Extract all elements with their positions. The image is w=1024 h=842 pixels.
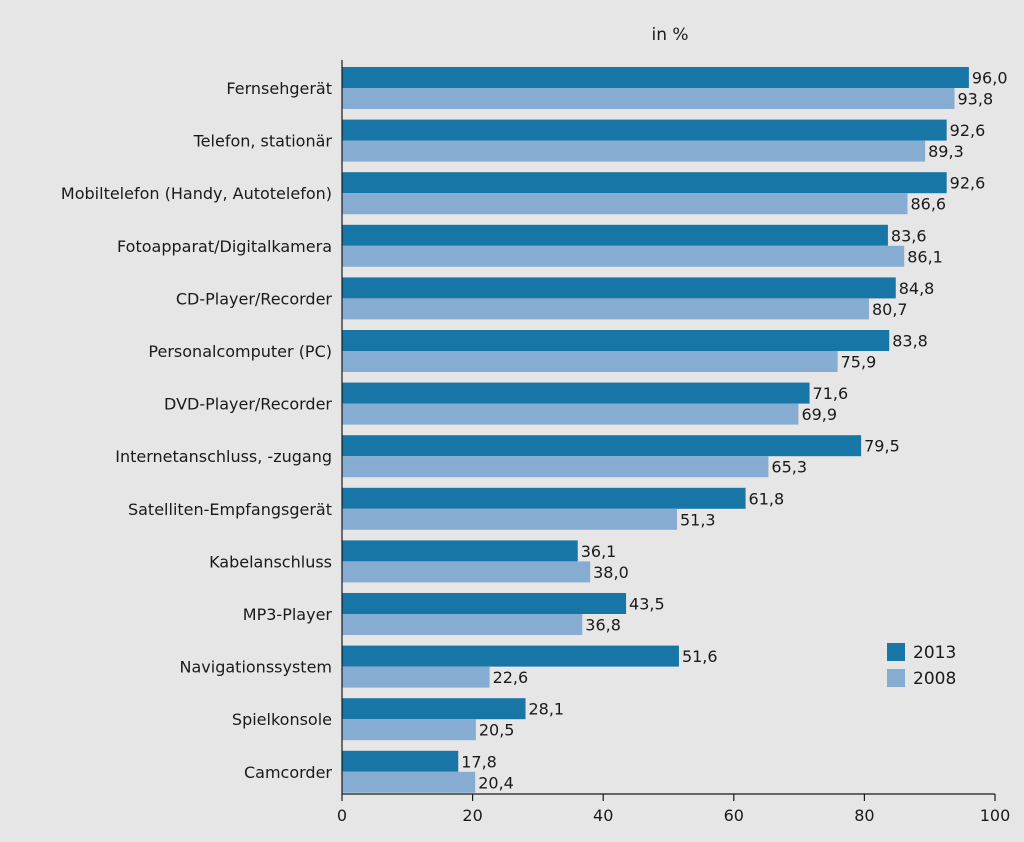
legend-swatch-2013 — [887, 643, 905, 661]
category-label-4: Fotoapparat/Digitalkamera — [117, 237, 332, 256]
bar-2013-8 — [342, 435, 862, 457]
category-label-11: MP3-Player — [243, 605, 333, 624]
value-label-2013-9: 61,8 — [749, 489, 785, 508]
category-label-5: CD-Player/Recorder — [176, 289, 333, 308]
value-label-2013-12: 51,6 — [682, 647, 718, 666]
value-label-2008-7: 69,9 — [801, 405, 837, 424]
category-label-1: Fernsehgerät — [226, 79, 332, 98]
value-label-2013-6: 83,8 — [892, 332, 928, 351]
bar-2013-1 — [342, 67, 969, 88]
value-label-2013-11: 43,5 — [629, 595, 665, 614]
bar-2013-2 — [342, 119, 947, 141]
bar-2013-13 — [342, 698, 526, 720]
bar-2013-6 — [342, 330, 890, 351]
legend: 2013 2008 — [887, 643, 956, 689]
bar-2008-7 — [342, 403, 799, 425]
bar-2013-7 — [342, 382, 810, 404]
value-label-2008-11: 36,8 — [585, 616, 621, 635]
value-label-2013-14: 17,8 — [461, 752, 497, 771]
bar-2008-12 — [342, 666, 490, 688]
value-label-2013-4: 83,6 — [891, 226, 927, 245]
bar-2008-6 — [342, 351, 838, 372]
bar-2008-2 — [342, 140, 926, 162]
value-label-2008-2: 89,3 — [928, 142, 964, 161]
value-label-2013-1: 96,0 — [972, 69, 1008, 88]
value-label-2008-6: 75,9 — [841, 353, 877, 372]
category-label-12: Navigationssystem — [180, 658, 332, 677]
bar-2013-14 — [342, 750, 459, 772]
bar-2008-8 — [342, 456, 769, 478]
bar-2008-13 — [342, 719, 476, 741]
category-label-8: Internetanschluss, -zugang — [115, 447, 332, 466]
bar-2013-12 — [342, 645, 679, 667]
category-label-3: Mobiltelefon (Handy, Autotelefon) — [61, 184, 332, 203]
value-label-2008-8: 65,3 — [771, 458, 807, 477]
x-tick-label-20: 20 — [462, 806, 482, 825]
bar-2013-3 — [342, 172, 947, 194]
legend-label-2013: 2013 — [913, 643, 956, 663]
value-label-2008-1: 93,8 — [958, 90, 994, 109]
value-label-2008-14: 20,4 — [478, 773, 514, 792]
bar-2008-9 — [342, 508, 677, 530]
x-tick-label-40: 40 — [593, 806, 613, 825]
value-label-2008-13: 20,5 — [479, 721, 515, 740]
category-label-13: Spielkonsole — [232, 710, 332, 729]
category-label-14: Camcorder — [244, 763, 332, 782]
legend-label-2008: 2008 — [913, 669, 956, 689]
value-label-2008-10: 38,0 — [593, 563, 629, 582]
value-label-2013-2: 92,6 — [950, 121, 986, 140]
value-label-2013-5: 84,8 — [899, 279, 935, 298]
bars-layer — [342, 67, 969, 793]
labels-layer: in % 96,0 93,8 Fernsehgerät 92,6 89,3 Telefon,… — [61, 25, 1010, 825]
value-label-2008-9: 51,3 — [680, 510, 716, 529]
x-tick-label-100: 100 — [980, 806, 1011, 825]
value-label-2008-3: 86,6 — [910, 195, 946, 214]
value-label-2013-8: 79,5 — [864, 437, 900, 456]
x-tick-label-0: 0 — [337, 806, 347, 825]
value-label-2013-13: 28,1 — [528, 700, 564, 719]
value-label-2013-10: 36,1 — [581, 542, 617, 561]
bar-2008-1 — [342, 88, 955, 109]
x-tick-label-60: 60 — [724, 806, 744, 825]
category-label-6: Personalcomputer (PC) — [148, 342, 332, 361]
bar-2013-5 — [342, 277, 896, 299]
bar-2008-4 — [342, 245, 905, 267]
bar-2013-10 — [342, 540, 578, 562]
value-label-2008-5: 80,7 — [872, 300, 908, 319]
category-label-7: DVD-Player/Recorder — [164, 395, 332, 414]
bar-2013-4 — [342, 224, 888, 246]
bar-2008-14 — [342, 771, 476, 793]
bar-2008-5 — [342, 298, 869, 320]
bar-2013-11 — [342, 593, 627, 614]
chart-title: in % — [651, 25, 688, 45]
value-label-2008-12: 22,6 — [493, 668, 529, 687]
value-label-2008-4: 86,1 — [907, 247, 943, 266]
value-label-2013-3: 92,6 — [950, 174, 986, 193]
value-label-2013-7: 71,6 — [813, 384, 849, 403]
category-label-9: Satelliten-Empfangsgerät — [128, 500, 332, 519]
bar-2008-10 — [342, 561, 591, 583]
x-tick-label-80: 80 — [854, 806, 874, 825]
axes-layer — [341, 60, 996, 801]
bar-2013-9 — [342, 487, 746, 509]
bar-2008-11 — [342, 614, 583, 635]
category-label-10: Kabelanschluss — [209, 552, 332, 571]
category-label-2: Telefon, stationär — [193, 132, 333, 151]
legend-swatch-2008 — [887, 669, 905, 687]
bar-2008-3 — [342, 193, 908, 215]
